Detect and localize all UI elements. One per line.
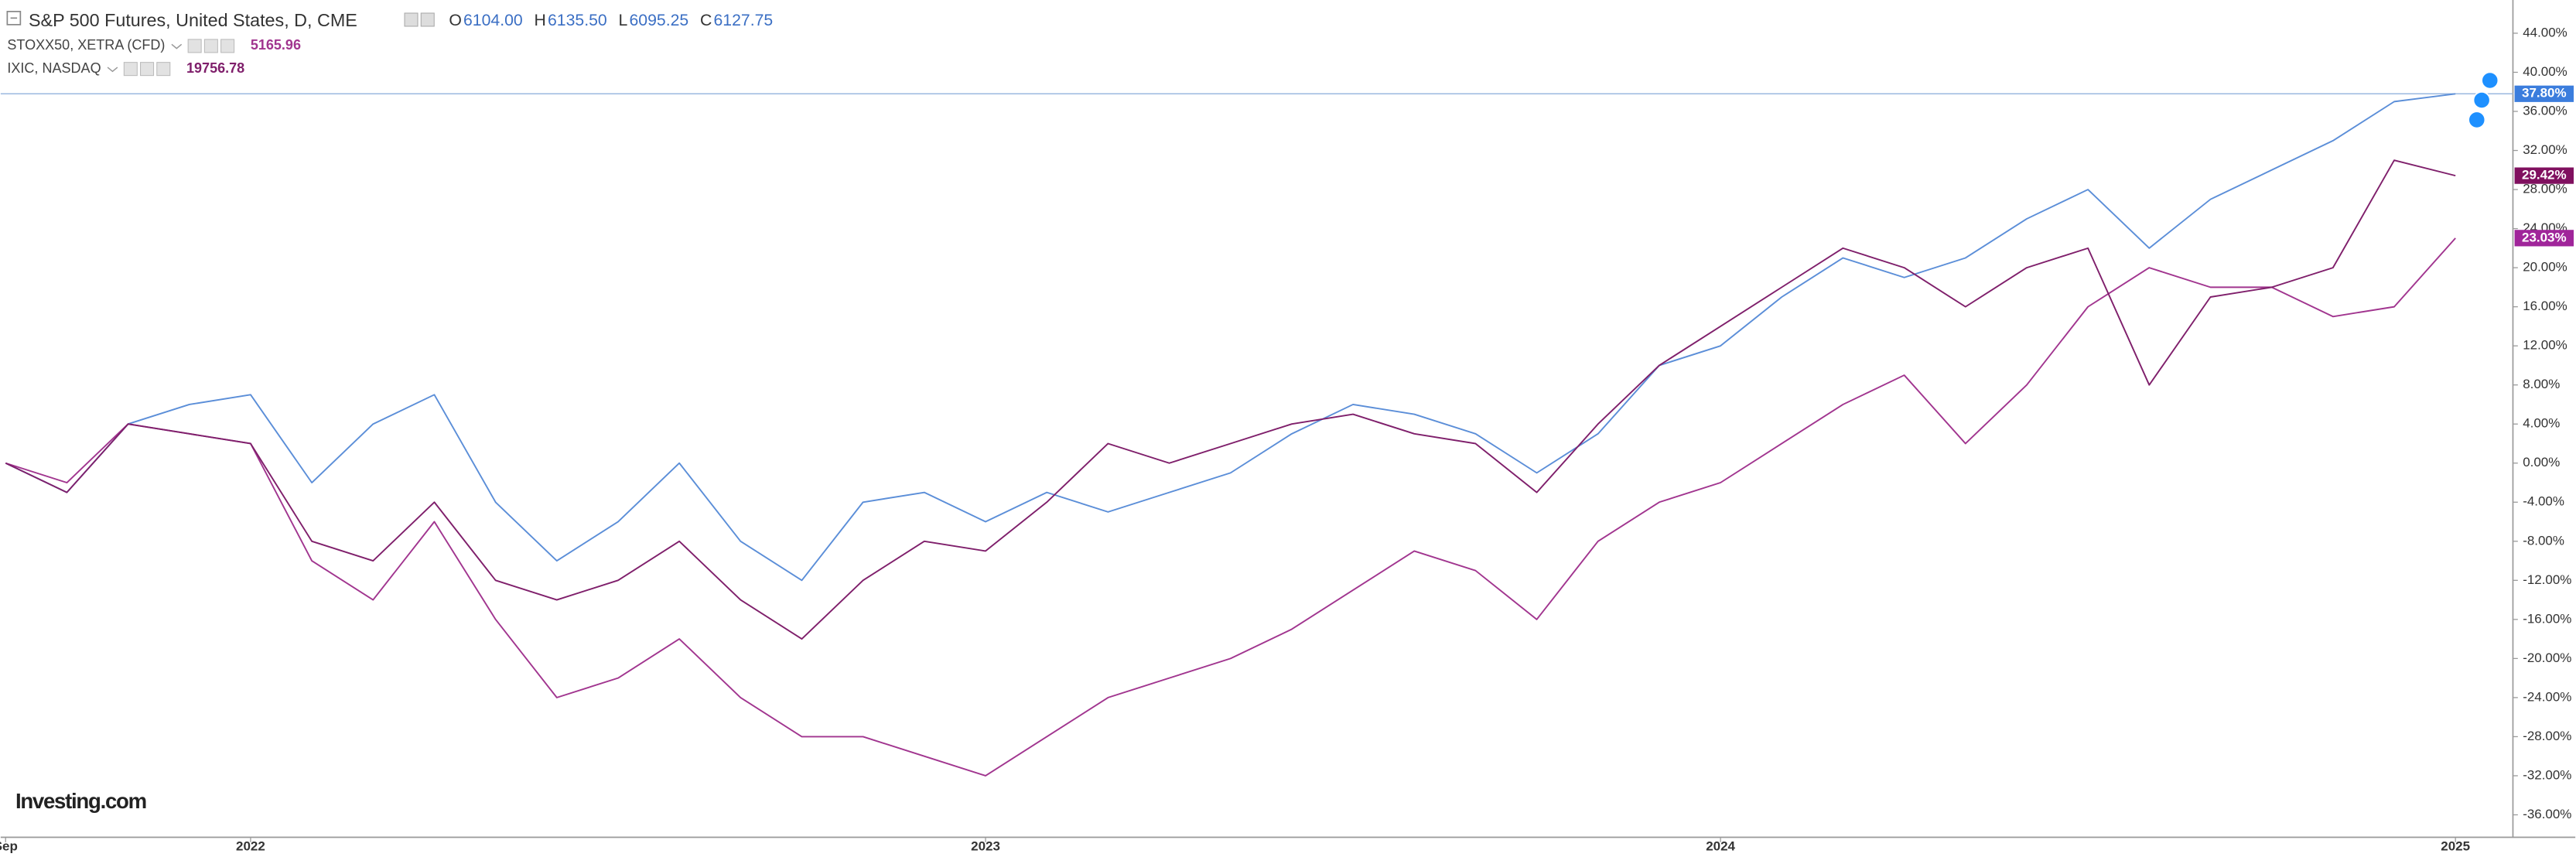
series-line (5, 93, 2456, 582)
ohlc-value: 6135.50 (548, 12, 607, 29)
legend-dropdown (171, 43, 183, 50)
event-badge (2481, 71, 2499, 90)
y-tick-label: 32.00% (2523, 142, 2567, 157)
ohlc-value: 6127.75 (714, 12, 774, 29)
y-tick-label: 28.00% (2523, 182, 2567, 196)
y-tick-label: -28.00% (2523, 729, 2571, 743)
ohlc-value: 6104.00 (463, 12, 523, 29)
last-value-label: 37.80% (2522, 86, 2567, 101)
ohlc-key: C (700, 12, 712, 29)
event-badge (2472, 91, 2491, 109)
ohlc-key: H (535, 12, 546, 29)
y-tick-label: 4.00% (2523, 416, 2560, 431)
legend-price: 5165.96 (251, 37, 301, 53)
y-tick-label: -8.00% (2523, 533, 2564, 548)
x-tick-label: 2022 (236, 839, 265, 854)
series-line (5, 237, 2456, 777)
y-tick-label: 12.00% (2523, 338, 2567, 353)
settings-icon (404, 12, 419, 27)
settings-icon (420, 12, 435, 27)
legend-icon (187, 39, 202, 53)
ohlc-key: O (449, 12, 462, 29)
y-tick-label: 8.00% (2523, 377, 2560, 391)
ohlc-value: 6095.25 (629, 12, 688, 29)
y-tick-label: 0.00% (2523, 455, 2560, 469)
legend-icon (220, 39, 235, 53)
ohlc-key: L (619, 12, 628, 29)
last-value-box (2514, 230, 2574, 247)
legend-icon (140, 62, 155, 77)
legend-icon (156, 62, 171, 77)
chart-title: S&P 500 Futures, United States, D, CME (29, 10, 357, 30)
last-value-label: 23.03% (2522, 230, 2567, 244)
event-badge (2468, 111, 2486, 129)
y-tick-label: -12.00% (2523, 572, 2571, 587)
series-line (5, 159, 2456, 640)
y-tick-label: -16.00% (2523, 611, 2571, 626)
x-tick-label: 2023 (971, 839, 1000, 854)
x-tick-label: 2024 (1706, 839, 1735, 854)
y-tick-label: 20.00% (2523, 260, 2567, 275)
legend-name: IXIC, NASDAQ (7, 60, 101, 76)
y-tick-label: 44.00% (2523, 25, 2567, 39)
logo: Investing.com (15, 789, 146, 813)
last-value-box (2514, 85, 2574, 102)
y-tick-label: 36.00% (2523, 103, 2567, 118)
last-value-box (2514, 167, 2574, 184)
y-tick-label: -32.00% (2523, 767, 2571, 782)
y-tick-label: 40.00% (2523, 64, 2567, 79)
legend-price: 19756.78 (186, 60, 244, 76)
legend-icon (203, 39, 218, 53)
legend-icon (123, 62, 138, 77)
y-tick-label: -4.00% (2523, 494, 2564, 509)
y-tick-label: -24.00% (2523, 689, 2571, 704)
legend-name: STOXX50, XETRA (CFD) (7, 37, 165, 53)
legend: STOXX50, XETRA (CFD) 5165.96 IXIC, NASDAQ 1… (7, 37, 301, 77)
ohlc: O 6104.00 H 6135.50 L 6095.25 C 6127.75 (449, 12, 773, 29)
collapse-icon[interactable] (6, 11, 22, 26)
y-tick-label: 16.00% (2523, 299, 2567, 313)
x-tick-label: 2025 (2441, 839, 2470, 854)
y-tick-label: -36.00% (2523, 807, 2571, 821)
x-tick-label: Sep (0, 839, 18, 854)
y-tick-label: -20.00% (2523, 650, 2571, 665)
legend-dropdown (107, 67, 118, 73)
last-value-label: 29.42% (2522, 168, 2567, 183)
